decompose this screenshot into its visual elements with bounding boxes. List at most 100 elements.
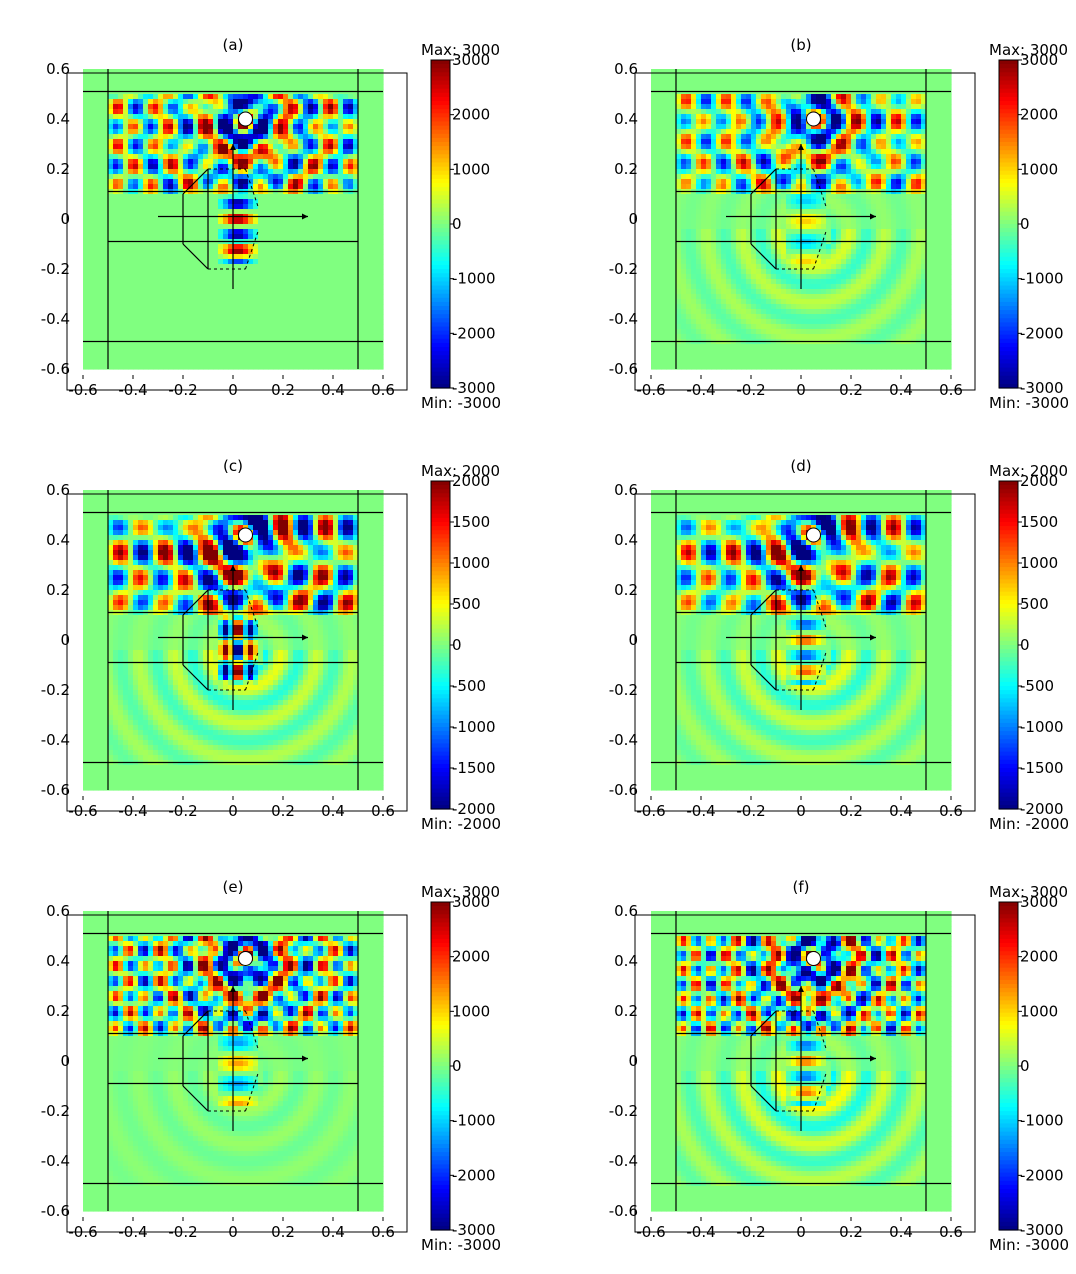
heatmap-cell [138, 94, 144, 100]
heatmap-cell [278, 284, 284, 290]
heatmap-cell [333, 254, 339, 260]
heatmap-cell [163, 344, 169, 350]
heatmap-cell [173, 344, 179, 350]
heatmap-cell [771, 134, 777, 140]
heatmap-cell [881, 74, 887, 80]
heatmap-cell [188, 79, 194, 85]
heatmap-cell [243, 184, 249, 190]
heatmap-cell [746, 144, 752, 150]
heatmap-cell [128, 234, 134, 240]
heatmap-cell [168, 254, 174, 260]
heatmap-cell [283, 179, 289, 185]
heatmap-cell [193, 259, 199, 265]
heatmap-cell [143, 209, 149, 215]
heatmap-cell [721, 114, 727, 120]
heatmap-cell [258, 204, 264, 210]
heatmap-cell [926, 159, 932, 165]
heatmap-cell [198, 299, 204, 305]
heatmap-cell [651, 139, 657, 145]
heatmap-cell [731, 129, 737, 135]
heatmap-cell [343, 304, 349, 310]
heatmap-cell [213, 314, 219, 320]
heatmap-cell [193, 244, 199, 250]
heatmap-cell [148, 144, 154, 150]
heatmap-cell [816, 164, 822, 170]
heatmap-cell [323, 84, 329, 90]
heatmap-cell [158, 204, 164, 210]
heatmap-cell [138, 134, 144, 140]
heatmap-cell [98, 194, 104, 200]
heatmap-cell [223, 229, 229, 235]
heatmap-cell [283, 259, 289, 265]
heatmap-cell [308, 219, 314, 225]
heatmap-cell [323, 199, 329, 205]
heatmap-cell [93, 199, 99, 205]
heatmap-cell [263, 354, 269, 360]
heatmap-cell [313, 349, 319, 355]
heatmap-cell [348, 204, 354, 210]
heatmap-cell [213, 174, 219, 180]
heatmap-cell [93, 239, 99, 245]
heatmap-cell [751, 129, 757, 135]
heatmap-cell [108, 224, 114, 230]
heatmap-cell [258, 299, 264, 305]
heatmap-cell [108, 129, 114, 135]
heatmap-cell [716, 159, 722, 165]
heatmap-cell [263, 174, 269, 180]
heatmap-cell [223, 204, 229, 210]
heatmap-cell [223, 309, 229, 315]
heatmap-cell [293, 69, 299, 75]
heatmap-cell [168, 344, 174, 350]
heatmap-cell [283, 229, 289, 235]
heatmap-cell [681, 169, 687, 175]
heatmap-cell [273, 299, 279, 305]
heatmap-cell [278, 84, 284, 90]
heatmap-cell [123, 164, 129, 170]
heatmap-cell [741, 124, 747, 130]
heatmap-cell [666, 84, 672, 90]
heatmap-cell [726, 74, 732, 80]
heatmap-cell [746, 114, 752, 120]
heatmap-cell [736, 119, 742, 125]
heatmap-cell [118, 294, 124, 300]
heatmap-cell [373, 124, 379, 130]
heatmap-cell [756, 164, 762, 170]
heatmap-cell [696, 99, 702, 105]
heatmap-cell [88, 279, 94, 285]
heatmap-cell [298, 294, 304, 300]
heatmap-cell [926, 134, 932, 140]
heatmap-cell [348, 139, 354, 145]
heatmap-cell [796, 69, 802, 75]
heatmap-cell [128, 354, 134, 360]
heatmap-cell [248, 299, 254, 305]
heatmap-cell [173, 119, 179, 125]
heatmap-cell [358, 239, 364, 245]
heatmap-cell [358, 269, 364, 275]
heatmap-cell [168, 74, 174, 80]
heatmap-cell [681, 114, 687, 120]
heatmap-cell [88, 334, 94, 340]
heatmap-cell [208, 124, 214, 130]
colorbar-segment [431, 261, 450, 266]
colorbar-segment [431, 183, 450, 188]
heatmap-cell [936, 124, 942, 130]
heatmap-cell [846, 129, 852, 135]
heatmap-cell [298, 209, 304, 215]
heatmap-cell [263, 124, 269, 130]
heatmap-cell [323, 69, 329, 75]
colorbar-segment [431, 281, 450, 286]
heatmap-cell [268, 279, 274, 285]
heatmap-cell [273, 329, 279, 335]
heatmap-cell [761, 129, 767, 135]
heatmap-cell [746, 164, 752, 170]
colorbar-segment [431, 363, 450, 368]
heatmap-cell [158, 179, 164, 185]
heatmap-cell [108, 164, 114, 170]
heatmap-cell [233, 299, 239, 305]
heatmap-cell [323, 329, 329, 335]
heatmap-cell [358, 84, 364, 90]
heatmap-cell [378, 244, 384, 250]
heatmap-cell [831, 169, 837, 175]
heatmap-cell [263, 139, 269, 145]
heatmap-cell [213, 294, 219, 300]
